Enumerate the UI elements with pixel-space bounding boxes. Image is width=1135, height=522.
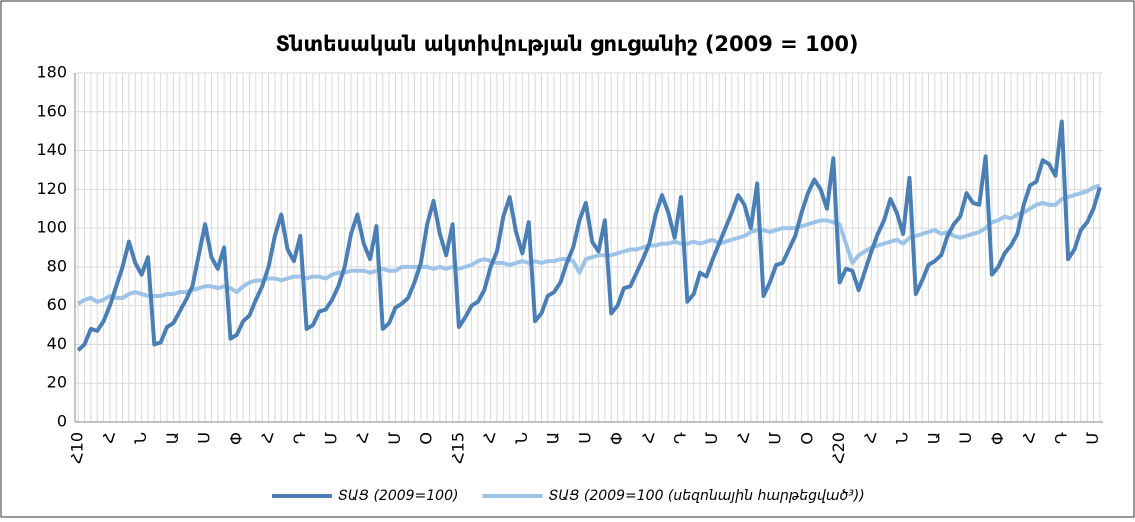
x-tick-label: Հ (258, 432, 277, 443)
x-tick-label: Հ10 (68, 432, 87, 464)
y-tick-label: 140 (36, 140, 67, 159)
y-tick-label: 80 (47, 256, 67, 275)
x-tick-label: Օ (417, 432, 436, 445)
y-tick-label: 160 (36, 101, 67, 120)
x-tick-label: Փ (226, 432, 245, 445)
y-tick-label: 100 (36, 218, 67, 237)
x-tick-label: Ն (512, 432, 531, 444)
y-tick-label: 180 (36, 63, 67, 82)
y-tick-label: 120 (36, 179, 67, 198)
x-tick-label: Ա (924, 432, 943, 444)
x-tick-label: Դ (671, 432, 690, 444)
x-tick-label: Հ (99, 432, 118, 443)
x-tick-label: Մ (385, 432, 404, 445)
x-tick-label: Հ (480, 432, 499, 443)
x-tick-label: Դ (290, 432, 309, 444)
x-tick-label: Ս (575, 432, 594, 444)
y-tick-label: 60 (47, 295, 67, 314)
x-tick-label: Ս (956, 432, 975, 444)
x-tick-label: Ա (544, 432, 563, 444)
legend-label: ՏԱՑ (2009=100) (338, 488, 458, 504)
series-line (77, 183, 1101, 306)
y-tick-label: 40 (47, 334, 67, 353)
x-tick-label: Օ (797, 432, 816, 445)
chart-title: Տնտեսական ակտիվության ցուցանիշ (2009 = 1… (275, 32, 858, 56)
x-tick-label: Ա (163, 432, 182, 444)
legend-label: ՏԱՑ (2009=100 (սեզոնային հարթեցված³)) (548, 488, 864, 504)
x-tick-label: Մ (322, 432, 341, 445)
grid (74, 72, 1103, 423)
x-tick-label: Հ (861, 432, 880, 443)
x-tick-label: Հ (639, 432, 658, 443)
x-tick-label: Դ (1051, 432, 1070, 444)
lines (76, 119, 1102, 352)
x-tick-label: Հ (353, 432, 372, 443)
x-tick-label: Փ (988, 432, 1007, 445)
x-tick-label: Ս (195, 432, 214, 444)
x-tick-label: Հ (1020, 432, 1039, 443)
x-tick-label: Մ (702, 432, 721, 445)
x-tick-label: Հ (734, 432, 753, 443)
series-line (76, 119, 1102, 352)
x-tick-label: Ն (131, 432, 150, 444)
x-tick-label: Մ (1083, 432, 1102, 445)
x-tick-label: Ն (893, 432, 912, 444)
x-tick-label: Հ20 (829, 432, 848, 464)
x-tick-label: Հ15 (448, 432, 467, 464)
y-tick-label: 0 (57, 412, 67, 431)
x-tick-label: Փ (607, 432, 626, 445)
x-tick-label: Մ (766, 432, 785, 445)
y-tick-label: 20 (47, 373, 67, 392)
